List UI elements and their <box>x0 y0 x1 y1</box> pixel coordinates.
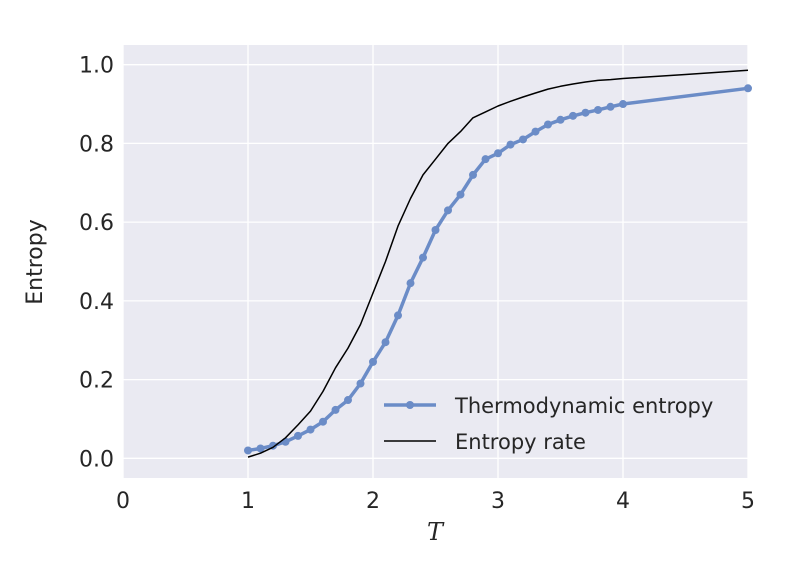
data-point-thermodynamic-entropy <box>431 226 440 235</box>
data-point-thermodynamic-entropy <box>356 379 365 388</box>
data-point-thermodynamic-entropy <box>619 100 627 109</box>
y-tick-label: 0.8 <box>79 132 114 157</box>
x-axis-label: T <box>427 518 445 546</box>
data-point-thermodynamic-entropy <box>519 135 527 144</box>
y-tick-label: 1.0 <box>79 54 114 79</box>
x-tick-label: 0 <box>116 489 130 514</box>
data-point-thermodynamic-entropy <box>556 115 565 124</box>
data-point-thermodynamic-entropy <box>331 405 340 414</box>
gridlines <box>122 45 749 478</box>
data-point-thermodynamic-entropy <box>544 120 552 129</box>
x-tick-label: 3 <box>491 489 505 514</box>
x-tick-label: 2 <box>366 489 380 514</box>
x-tick-label: 5 <box>741 489 755 514</box>
data-point-thermodynamic-entropy <box>531 127 540 136</box>
data-point-thermodynamic-entropy <box>306 425 315 434</box>
data-point-thermodynamic-entropy <box>456 190 465 199</box>
data-point-thermodynamic-entropy <box>494 149 502 158</box>
y-tick-label: 0.4 <box>79 290 114 315</box>
data-point-thermodynamic-entropy <box>506 140 515 149</box>
series-layer <box>244 69 752 458</box>
legend-marker-thermodynamic-entropy <box>406 401 414 409</box>
data-point-thermodynamic-entropy <box>481 155 490 164</box>
x-tick-labels: 0 1 2 3 4 5 <box>116 489 755 514</box>
data-point-thermodynamic-entropy <box>569 111 577 120</box>
data-point-thermodynamic-entropy <box>469 170 477 179</box>
data-point-thermodynamic-entropy <box>394 311 402 320</box>
y-tick-label: 0.6 <box>79 211 114 236</box>
data-point-thermodynamic-entropy <box>606 102 615 111</box>
data-point-thermodynamic-entropy <box>244 446 252 455</box>
data-point-thermodynamic-entropy <box>444 206 452 215</box>
y-tick-label: 0.0 <box>79 447 114 472</box>
data-point-thermodynamic-entropy <box>344 396 352 405</box>
y-tick-labels: 0.0 0.2 0.4 0.6 0.8 1.0 <box>79 54 114 473</box>
y-tick-label: 0.2 <box>79 369 114 394</box>
data-point-thermodynamic-entropy <box>581 108 590 117</box>
x-tick-label: 1 <box>241 489 255 514</box>
x-tick-label: 4 <box>616 489 630 514</box>
data-point-thermodynamic-entropy <box>419 253 427 262</box>
y-axis-label: Entropy <box>23 219 48 304</box>
data-point-thermodynamic-entropy <box>406 279 415 288</box>
data-point-thermodynamic-entropy <box>256 444 265 453</box>
legend-label-entropy-rate: Entropy rate <box>455 430 586 454</box>
data-point-thermodynamic-entropy <box>381 338 390 347</box>
data-point-thermodynamic-entropy <box>294 431 302 440</box>
data-point-thermodynamic-entropy <box>594 105 602 114</box>
data-point-thermodynamic-entropy <box>369 357 377 366</box>
legend-label-thermodynamic-entropy: Thermodynamic entropy <box>454 394 713 418</box>
data-point-thermodynamic-entropy <box>319 417 327 426</box>
data-point-thermodynamic-entropy <box>744 84 752 93</box>
series-line-entropy-rate <box>247 69 749 458</box>
data-point-thermodynamic-entropy <box>281 437 290 446</box>
legend: Thermodynamic entropy Entropy rate <box>384 394 713 454</box>
